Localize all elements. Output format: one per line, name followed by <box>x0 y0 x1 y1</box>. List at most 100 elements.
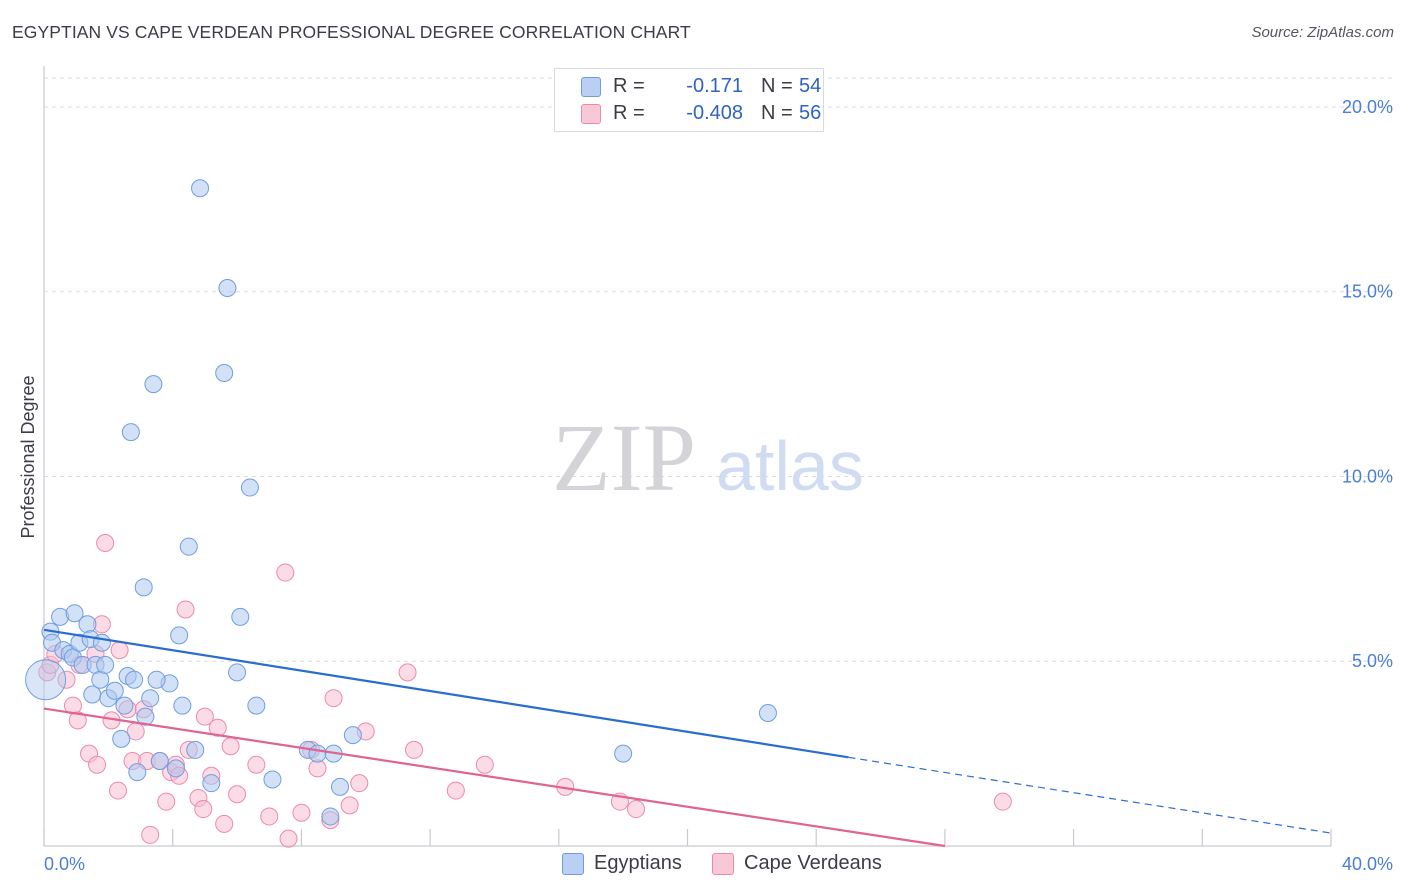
cape-verdean-point <box>68 711 87 730</box>
cape-verdean-point <box>276 563 295 582</box>
egyptian-point <box>186 740 205 759</box>
legend-n-label: N = <box>761 102 793 124</box>
cape-verdean-point <box>109 781 128 800</box>
egyptian-point <box>115 696 134 715</box>
cape-verdean-point <box>110 641 129 660</box>
legend-n-value: 54 <box>799 75 822 97</box>
axes <box>43 66 1332 847</box>
legend-n-value: 56 <box>799 102 822 124</box>
legend-swatch-blue <box>581 77 601 97</box>
y-tick-label: 10.0% <box>1342 466 1393 486</box>
egyptian-point <box>136 707 155 726</box>
egyptian-point <box>231 607 250 626</box>
egyptian-point <box>128 763 147 782</box>
egyptian-point <box>150 752 169 771</box>
legend-r-label: R = <box>613 75 645 97</box>
cape-verdean-point <box>215 814 234 833</box>
y-tick-label: 15.0% <box>1342 282 1393 302</box>
cape-verdean-point <box>228 785 247 804</box>
egyptian-points <box>25 179 777 826</box>
egyptian-point <box>191 179 210 198</box>
x-tick-label: 0.0% <box>44 854 85 874</box>
egyptian-trend-line <box>43 628 849 759</box>
egyptian-point <box>141 689 160 708</box>
legend-r-value: -0.408 <box>686 102 743 124</box>
cape-verdean-point <box>194 800 213 819</box>
legend-swatch-pink <box>581 104 601 124</box>
cape-verdean-points <box>38 533 1012 848</box>
y-axis-label: Professional Degree <box>18 375 38 538</box>
cape-verdean-point <box>340 796 359 815</box>
chart-title: EGYPTIAN VS CAPE VERDEAN PROFESSIONAL DE… <box>12 22 691 42</box>
egyptian-point <box>218 279 237 298</box>
egyptian-point <box>112 729 131 748</box>
cape-verdean-point <box>157 792 176 811</box>
legend-n-label: N = <box>761 75 793 97</box>
cape-verdean-point <box>993 792 1012 811</box>
trend-lines <box>43 628 1332 848</box>
cape-verdean-point <box>292 803 311 822</box>
egyptian-point <box>125 670 144 689</box>
egyptian-point <box>263 770 282 789</box>
cape-verdean-point <box>260 807 279 826</box>
watermark-zip: ZIP <box>552 404 696 511</box>
cape-verdean-point <box>247 755 266 774</box>
egyptian-point <box>614 744 633 763</box>
x-tick-label: 40.0% <box>1342 854 1393 874</box>
egyptian-point <box>65 604 84 623</box>
egyptian-point <box>166 759 185 778</box>
cape-verdean-trend-line <box>43 707 946 848</box>
egyptian-point <box>215 364 234 383</box>
egyptian-point <box>331 777 350 796</box>
egyptian-point <box>92 633 111 652</box>
egyptian-point <box>321 807 340 826</box>
cape-verdean-point <box>279 829 298 848</box>
egyptian-point <box>247 696 266 715</box>
cape-verdean-point <box>208 718 227 737</box>
legend-label-egyptians: Egyptians <box>594 852 682 874</box>
cape-verdean-point <box>221 737 240 756</box>
source-label: Source: ZipAtlas.com <box>1251 24 1394 41</box>
legend-swatch-egyptians <box>562 853 584 875</box>
watermark: ZIP atlas <box>552 404 864 511</box>
cape-verdean-point <box>398 663 417 682</box>
legend-r-value: -0.171 <box>686 75 743 97</box>
cape-verdean-point <box>88 755 107 774</box>
cape-verdean-point <box>57 670 76 689</box>
cape-verdean-point <box>324 689 343 708</box>
egyptian-point <box>96 655 115 674</box>
egyptian-point <box>105 681 124 700</box>
egyptian-point <box>308 744 327 763</box>
egyptian-point <box>170 626 189 645</box>
egyptian-point <box>202 774 221 793</box>
egyptian-point <box>758 703 777 722</box>
y-tick-label: 20.0% <box>1342 97 1393 117</box>
egyptian-point <box>179 537 198 556</box>
y-tick-label: 5.0% <box>1352 651 1393 671</box>
cape-verdean-point <box>176 600 195 619</box>
egyptian-point <box>240 478 259 497</box>
cape-verdean-point <box>627 800 646 819</box>
egyptian-point <box>173 696 192 715</box>
egyptian-point <box>78 615 97 634</box>
cape-verdean-point <box>475 755 494 774</box>
cape-verdean-point <box>96 533 115 552</box>
egyptian-point <box>144 375 163 394</box>
legend-r-label: R = <box>613 102 645 124</box>
legend-label-cape-verdeans: Cape Verdeans <box>744 852 882 874</box>
cape-verdean-point <box>405 740 424 759</box>
egyptian-point <box>83 685 102 704</box>
tick-labels: 5.0% 10.0% 15.0% 20.0% 0.0% 40.0% <box>44 97 1393 874</box>
legend-swatch-cape-verdeans <box>712 853 734 875</box>
cape-verdean-point <box>141 825 160 844</box>
watermark-atlas: atlas <box>716 427 864 505</box>
grid-lines <box>44 77 1395 662</box>
egyptian-point <box>147 670 166 689</box>
cape-verdean-point <box>446 781 465 800</box>
cape-verdean-point <box>195 707 214 726</box>
egyptian-point <box>343 726 362 745</box>
egyptian-point <box>25 659 67 701</box>
egyptian-trend-extension <box>848 756 1332 834</box>
egyptian-point <box>121 423 140 442</box>
